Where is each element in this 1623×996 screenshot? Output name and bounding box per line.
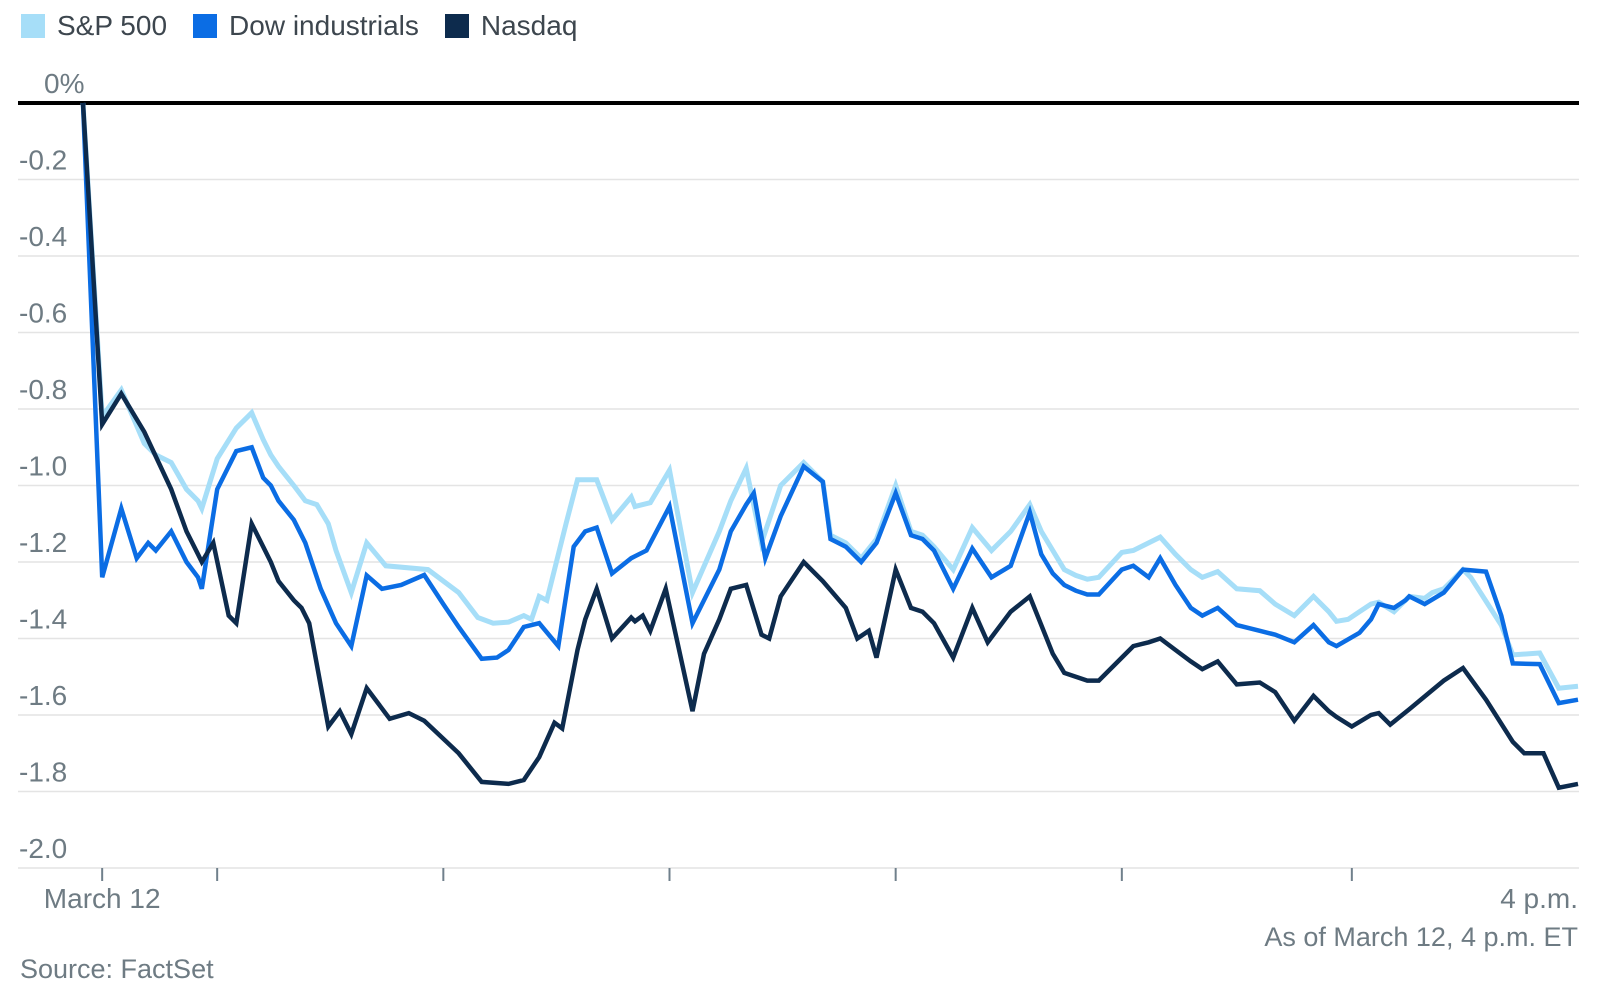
y-axis-label: -0.6 (19, 298, 67, 329)
legend-label-nasdaq: Nasdaq (480, 10, 578, 41)
y-axis-label: -0.4 (19, 221, 67, 252)
source-attribution: Source: FactSet (20, 954, 214, 984)
x-axis-start-label: March 12 (44, 883, 161, 914)
legend-item-nasdaq: Nasdaq (444, 10, 578, 42)
x-axis-end-label: 4 p.m. (1500, 883, 1578, 914)
y-axis-label: -1.6 (19, 680, 67, 711)
as-of-timestamp: As of March 12, 4 p.m. ET (1264, 922, 1578, 952)
y-axis-label: -2.0 (19, 833, 67, 864)
legend-label-dow: Dow industrials (229, 10, 419, 41)
y-axis-label: -1.0 (19, 451, 67, 482)
y-axis-label: -0.2 (19, 145, 67, 176)
nasdaq-swatch-icon (444, 14, 469, 38)
legend-item-dow: Dow industrials (193, 10, 419, 42)
y-axis-label: -0.8 (19, 374, 67, 405)
sp500-swatch-icon (21, 14, 45, 38)
y-axis-label: -1.8 (19, 757, 67, 788)
chart-legend: S&P 500 Dow industrials Nasdaq (21, 10, 577, 42)
dow-swatch-icon (193, 14, 218, 38)
y-axis-label: -1.4 (19, 604, 67, 635)
y-axis-label: 0% (44, 68, 84, 99)
series-line-nasdaq (80, 102, 1579, 791)
y-axis-label: -1.2 (19, 527, 67, 558)
series-line-dow-industrials (80, 102, 1579, 706)
series-line-s-p-500 (80, 102, 1579, 691)
legend-item-sp500: S&P 500 (21, 10, 167, 42)
legend-label-sp500: S&P 500 (57, 10, 168, 41)
